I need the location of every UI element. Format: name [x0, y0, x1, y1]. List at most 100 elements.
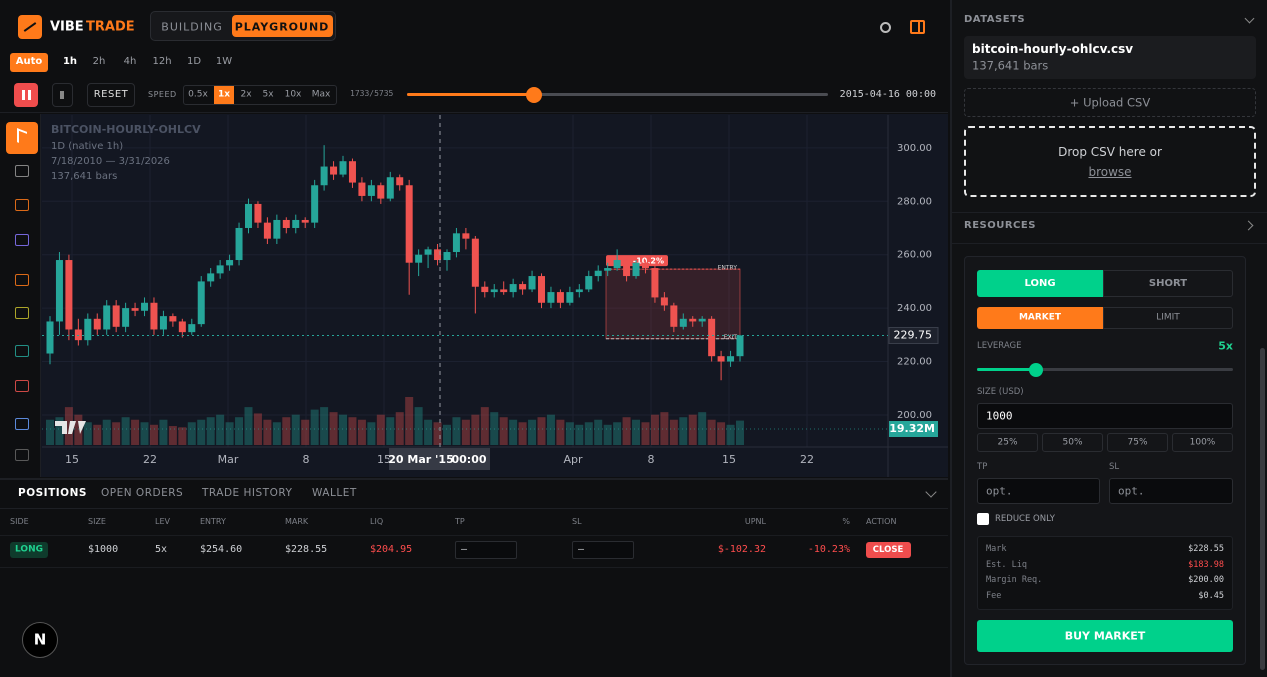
summary-value: $183.98: [1188, 559, 1224, 570]
speed-option[interactable]: Max: [311, 89, 331, 100]
tool-icon[interactable]: [15, 234, 29, 246]
candle-body: [415, 254, 423, 263]
timeframe[interactable]: 4h: [123, 56, 137, 67]
drop-zone[interactable]: [964, 126, 1256, 197]
checkbox-label[interactable]: REDUCE ONLY: [995, 513, 1055, 524]
order-type[interactable]: MARKET: [1018, 312, 1062, 323]
long-button[interactable]: [977, 270, 1103, 297]
auto-button[interactable]: [10, 53, 48, 72]
side-option[interactable]: LONG: [1024, 278, 1056, 289]
candle-body: [226, 260, 234, 266]
panel-tab[interactable]: POSITIONS: [18, 486, 87, 499]
submit-button[interactable]: [977, 620, 1233, 652]
browse-link[interactable]: browse: [1088, 165, 1132, 179]
panel-tab[interactable]: TRADE HISTORY: [202, 486, 293, 499]
upload-label[interactable]: + Upload CSV: [1069, 95, 1151, 110]
summary-label: Mark: [986, 543, 1007, 554]
mode-button[interactable]: PLAYGROUND: [234, 20, 330, 34]
volume-bar: [650, 414, 659, 445]
volume-bar: [83, 422, 92, 445]
short-button[interactable]: [1103, 270, 1233, 297]
tool-icon[interactable]: [15, 418, 29, 430]
reduce-checkbox[interactable]: [977, 513, 989, 525]
timeframe[interactable]: 1W: [215, 56, 233, 67]
volume-bar: [528, 419, 537, 445]
position-side: LONG: [15, 544, 43, 555]
pct-label[interactable]: 100%: [1189, 437, 1216, 448]
order-type[interactable]: LIMIT: [1156, 312, 1180, 323]
tool-icon[interactable]: [15, 274, 29, 286]
candle-body: [717, 356, 725, 362]
side-option[interactable]: SHORT: [1148, 278, 1188, 289]
volume-bar: [556, 419, 565, 445]
panel-tab[interactable]: WALLET: [312, 486, 357, 499]
reset-button[interactable]: [87, 83, 135, 107]
pause-button[interactable]: [14, 83, 38, 107]
volume-bar: [149, 424, 158, 445]
tool-icon[interactable]: [15, 165, 29, 177]
tp-input[interactable]: [977, 478, 1100, 504]
candle-body: [188, 324, 196, 333]
timeframe[interactable]: 1h: [62, 56, 78, 67]
candle-body: [301, 219, 309, 223]
candle-body: [339, 161, 347, 175]
timeframe[interactable]: Auto: [15, 56, 43, 67]
timeframe[interactable]: 2h: [92, 56, 106, 67]
submit-label[interactable]: BUY MARKET: [1064, 629, 1146, 643]
panel-icon[interactable]: [910, 20, 925, 34]
speed-option[interactable]: 5x: [262, 89, 274, 100]
speed-option[interactable]: 1x: [217, 89, 231, 100]
speed-active[interactable]: [214, 86, 234, 104]
table-header: MARK: [285, 517, 309, 526]
volume-bar: [622, 417, 631, 445]
tool-icon[interactable]: [15, 449, 29, 461]
dataset-name: bitcoin-hourly-ohlcv.csv: [972, 42, 1134, 56]
close-label[interactable]: CLOSE: [872, 544, 904, 555]
timeframe[interactable]: 1D: [186, 56, 202, 67]
pct-label[interactable]: 50%: [1062, 437, 1083, 448]
pct-label[interactable]: 25%: [997, 437, 1018, 448]
tool-icon[interactable]: [15, 345, 29, 357]
volume-bar: [660, 412, 669, 445]
panel-tab[interactable]: OPEN ORDERS: [101, 486, 184, 499]
sl-input[interactable]: [1109, 478, 1233, 504]
volume-bar: [272, 422, 281, 445]
reset-label[interactable]: RESET: [93, 89, 129, 100]
stop-input[interactable]: [572, 541, 634, 559]
volume-bar: [55, 417, 64, 445]
theme-icon[interactable]: [880, 22, 891, 33]
speed-option[interactable]: 10x: [284, 89, 302, 100]
tool-icon[interactable]: [15, 199, 29, 211]
badge[interactable]: [22, 622, 58, 658]
candle-body: [122, 308, 130, 327]
speed-option[interactable]: 0.5x: [188, 89, 208, 100]
market-button[interactable]: [977, 307, 1103, 329]
dataset-card[interactable]: [964, 36, 1256, 79]
volume-bar: [310, 409, 319, 445]
mode-active[interactable]: [232, 15, 333, 37]
stop-input[interactable]: [455, 541, 517, 559]
size-input[interactable]: [977, 403, 1233, 429]
pct-button[interactable]: [1042, 433, 1103, 452]
tool-icon[interactable]: [15, 307, 29, 319]
pct-label[interactable]: 75%: [1127, 437, 1148, 448]
progress-knob[interactable]: [526, 87, 543, 103]
chart-legend: 7/18/2010 — 3/31/2026: [51, 156, 170, 167]
badge-letter[interactable]: N: [33, 630, 47, 649]
crosshair-time-tag: [389, 448, 490, 470]
limit-button[interactable]: [1103, 307, 1233, 329]
upload-button[interactable]: [964, 88, 1256, 117]
leverage-knob[interactable]: [1029, 363, 1043, 377]
volume-bar: [320, 407, 329, 445]
close-button[interactable]: [866, 542, 911, 558]
pct-button[interactable]: [977, 433, 1038, 452]
timeframe[interactable]: 12h: [152, 56, 172, 67]
speed-option[interactable]: 2x: [240, 89, 252, 100]
pct-button[interactable]: [1172, 433, 1233, 452]
pct-button[interactable]: [1107, 433, 1168, 452]
tool-icon[interactable]: [15, 380, 29, 392]
tool-cursor[interactable]: [6, 122, 38, 154]
y-tick-label: 200.00: [897, 410, 932, 421]
step-button[interactable]: [52, 83, 73, 107]
mode-button[interactable]: BUILDING: [161, 20, 223, 34]
